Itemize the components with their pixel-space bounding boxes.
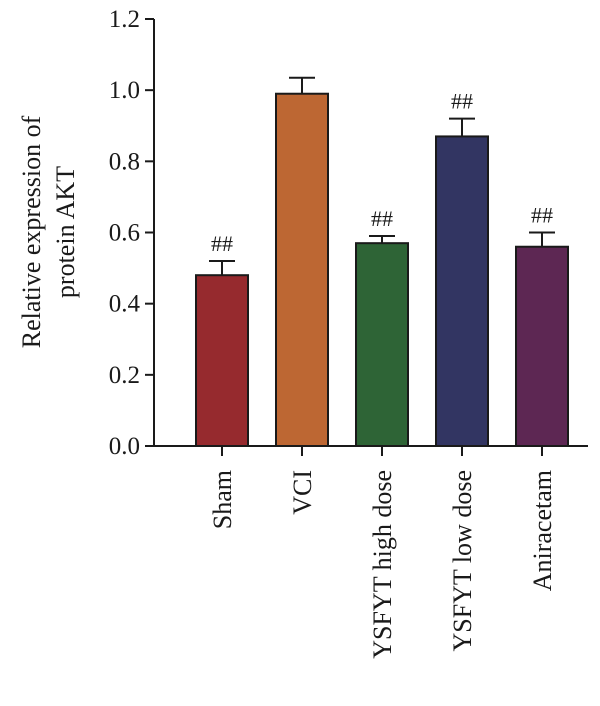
y-axis-title-line-1: Relative expression of — [17, 115, 46, 348]
y-tick-label: 0.2 — [109, 362, 140, 389]
y-tick-label: 0.8 — [109, 148, 140, 175]
bar — [355, 242, 409, 447]
bar — [195, 274, 249, 448]
y-tick-label: 0.4 — [109, 291, 141, 318]
y-axis-title: Relative expression of protein AKT — [17, 115, 80, 348]
x-category-label: Aniracetam — [528, 470, 557, 591]
y-tick-label: 1.0 — [109, 77, 140, 104]
y-axis-title-line-2: protein AKT — [51, 166, 80, 298]
bar — [435, 135, 489, 448]
significance-label: ## — [531, 203, 553, 228]
plot-area: 0.0 0.2 0.4 0.6 0.8 1.0 1.2 ## Sham VCI ## YSFYT hi… — [109, 6, 588, 659]
y-tick-label: 0.0 — [109, 433, 140, 460]
bar — [515, 245, 569, 447]
significance-label: ## — [451, 89, 473, 114]
x-category-label: YSFYT low dose — [448, 470, 477, 652]
y-tick-label: 1.2 — [109, 6, 140, 33]
y-tick-label: 0.6 — [109, 220, 140, 247]
significance-label: ## — [371, 206, 393, 231]
x-category-label: VCI — [288, 470, 317, 515]
significance-label: ## — [211, 231, 233, 256]
x-category-label: YSFYT high dose — [368, 470, 397, 659]
x-category-label: Sham — [208, 470, 237, 529]
bar — [275, 92, 329, 447]
